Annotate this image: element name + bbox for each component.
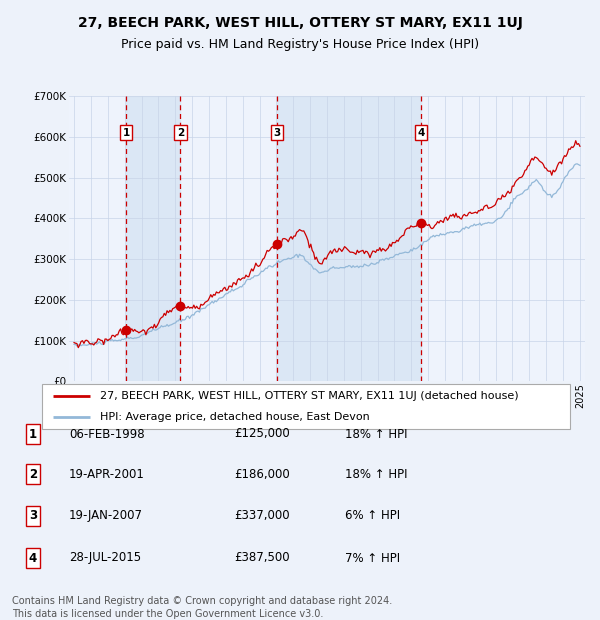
Text: 7% ↑ HPI: 7% ↑ HPI bbox=[345, 552, 400, 564]
Text: 06-FEB-1998: 06-FEB-1998 bbox=[69, 428, 145, 440]
Text: £387,500: £387,500 bbox=[234, 552, 290, 564]
Text: 6% ↑ HPI: 6% ↑ HPI bbox=[345, 510, 400, 522]
Text: 28-JUL-2015: 28-JUL-2015 bbox=[69, 552, 141, 564]
Text: 18% ↑ HPI: 18% ↑ HPI bbox=[345, 468, 407, 481]
Text: Price paid vs. HM Land Registry's House Price Index (HPI): Price paid vs. HM Land Registry's House … bbox=[121, 38, 479, 51]
Text: 18% ↑ HPI: 18% ↑ HPI bbox=[345, 428, 407, 440]
Text: 27, BEECH PARK, WEST HILL, OTTERY ST MARY, EX11 1UJ: 27, BEECH PARK, WEST HILL, OTTERY ST MAR… bbox=[77, 16, 523, 30]
Text: £186,000: £186,000 bbox=[234, 468, 290, 481]
Text: 2: 2 bbox=[176, 128, 184, 138]
Bar bbox=[277, 96, 421, 381]
Text: 3: 3 bbox=[29, 510, 37, 522]
Text: 19-APR-2001: 19-APR-2001 bbox=[69, 468, 145, 481]
Text: 3: 3 bbox=[274, 128, 281, 138]
FancyBboxPatch shape bbox=[42, 384, 570, 429]
Text: 19-JAN-2007: 19-JAN-2007 bbox=[69, 510, 143, 522]
Text: £337,000: £337,000 bbox=[234, 510, 290, 522]
Text: 2: 2 bbox=[29, 468, 37, 481]
Text: 4: 4 bbox=[417, 128, 425, 138]
Text: 27, BEECH PARK, WEST HILL, OTTERY ST MARY, EX11 1UJ (detached house): 27, BEECH PARK, WEST HILL, OTTERY ST MAR… bbox=[100, 391, 519, 401]
Text: £125,000: £125,000 bbox=[234, 428, 290, 440]
Bar bbox=[126, 96, 180, 381]
Text: 1: 1 bbox=[29, 428, 37, 440]
Text: Contains HM Land Registry data © Crown copyright and database right 2024.
This d: Contains HM Land Registry data © Crown c… bbox=[12, 596, 392, 619]
Text: 1: 1 bbox=[122, 128, 130, 138]
Text: HPI: Average price, detached house, East Devon: HPI: Average price, detached house, East… bbox=[100, 412, 370, 422]
Text: 4: 4 bbox=[29, 552, 37, 564]
